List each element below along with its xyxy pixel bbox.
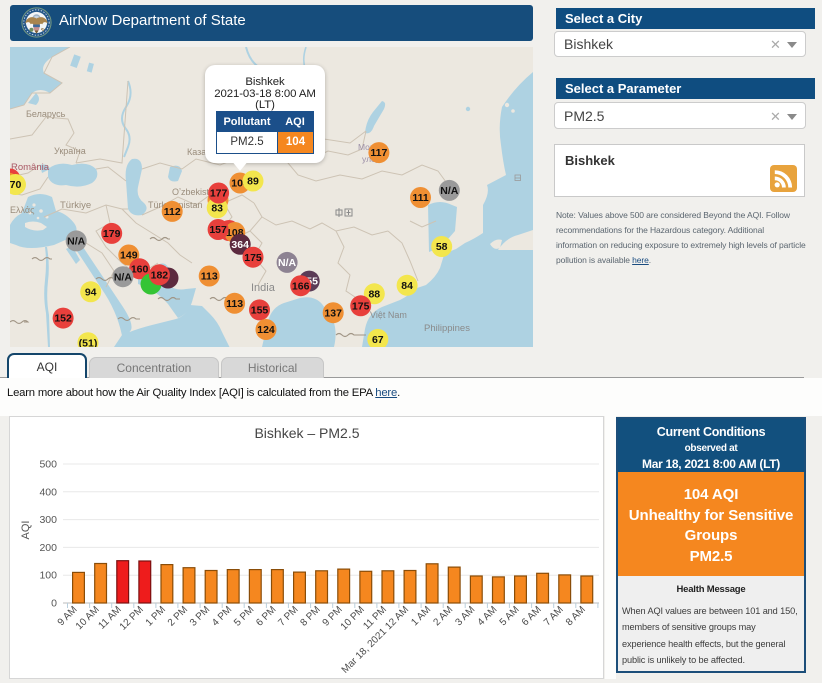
svg-text:3 AM: 3 AM: [454, 604, 478, 628]
svg-text:89: 89: [247, 176, 259, 188]
svg-text:364: 364: [231, 239, 249, 251]
svg-text:N/A: N/A: [278, 257, 297, 269]
svg-text:94: 94: [85, 286, 97, 298]
svg-text:175: 175: [352, 300, 370, 312]
svg-text:7 AM: 7 AM: [542, 604, 566, 628]
svg-text:70: 70: [10, 179, 21, 191]
svg-text:România: România: [11, 162, 50, 173]
svg-text:111: 111: [412, 192, 429, 204]
svg-text:7 PM: 7 PM: [276, 604, 300, 628]
svg-text:400: 400: [39, 486, 57, 498]
svg-text:4 AM: 4 AM: [476, 604, 500, 628]
svg-text:N/A: N/A: [114, 271, 133, 283]
svg-text:200: 200: [39, 542, 57, 554]
svg-text:149: 149: [120, 250, 138, 262]
svg-text:Bishkek – PM2.5: Bishkek – PM2.5: [254, 425, 359, 441]
svg-text:6 AM: 6 AM: [520, 604, 544, 628]
svg-text:100: 100: [39, 570, 57, 582]
svg-text:0: 0: [51, 598, 57, 610]
svg-text:166: 166: [292, 280, 310, 292]
svg-text:157: 157: [209, 224, 227, 236]
svg-text:1 AM: 1 AM: [409, 604, 433, 628]
svg-text:113: 113: [226, 298, 243, 310]
svg-text:117: 117: [370, 147, 387, 159]
svg-text:Україна: Україна: [54, 146, 86, 156]
svg-text:10 AM: 10 AM: [74, 604, 102, 632]
svg-text:67: 67: [372, 334, 384, 346]
svg-text:Philippines: Philippines: [424, 323, 470, 334]
svg-text:124: 124: [257, 324, 275, 336]
svg-text:112: 112: [164, 206, 181, 218]
svg-text:84: 84: [401, 280, 413, 292]
svg-text:Việt Nam: Việt Nam: [370, 310, 407, 320]
svg-text:152: 152: [54, 313, 72, 325]
svg-text:AQI: AQI: [20, 521, 32, 540]
svg-text:Türkiye: Türkiye: [60, 200, 91, 211]
svg-text:160: 160: [131, 263, 149, 275]
svg-text:83: 83: [211, 202, 223, 214]
svg-text:Беларусь: Беларусь: [26, 109, 66, 119]
svg-text:182: 182: [151, 269, 169, 281]
svg-text:6 PM: 6 PM: [254, 604, 278, 628]
svg-text:179: 179: [103, 228, 121, 240]
svg-text:Oʼzbekiston: Oʼzbekiston: [172, 187, 219, 197]
svg-text:175: 175: [244, 252, 262, 264]
svg-text:155: 155: [251, 305, 269, 317]
svg-text:1 PM: 1 PM: [144, 604, 168, 628]
svg-text:(51): (51): [79, 337, 98, 347]
svg-text:India: India: [251, 282, 276, 294]
svg-text:улс: улс: [362, 154, 376, 164]
svg-text:4 PM: 4 PM: [210, 604, 234, 628]
svg-text:177: 177: [210, 188, 228, 200]
svg-text:137: 137: [324, 307, 342, 319]
svg-text:113: 113: [201, 271, 218, 283]
svg-text:12 PM: 12 PM: [118, 604, 146, 632]
svg-text:2 AM: 2 AM: [431, 604, 455, 628]
svg-text:5 PM: 5 PM: [232, 604, 256, 628]
svg-text:300: 300: [39, 514, 57, 526]
svg-text:N/A: N/A: [440, 185, 459, 197]
svg-text:500: 500: [39, 459, 57, 471]
svg-text:10 PM: 10 PM: [339, 604, 367, 632]
svg-text:2 PM: 2 PM: [166, 604, 190, 628]
svg-text:5 AM: 5 AM: [498, 604, 522, 628]
svg-text:8 PM: 8 PM: [298, 604, 322, 628]
svg-text:8 AM: 8 AM: [564, 604, 588, 628]
svg-text:3 PM: 3 PM: [188, 604, 212, 628]
svg-text:Ελλάς: Ελλάς: [10, 205, 35, 215]
svg-text:N/A: N/A: [67, 236, 86, 248]
svg-text:58: 58: [436, 241, 448, 253]
svg-text:88: 88: [368, 288, 380, 300]
